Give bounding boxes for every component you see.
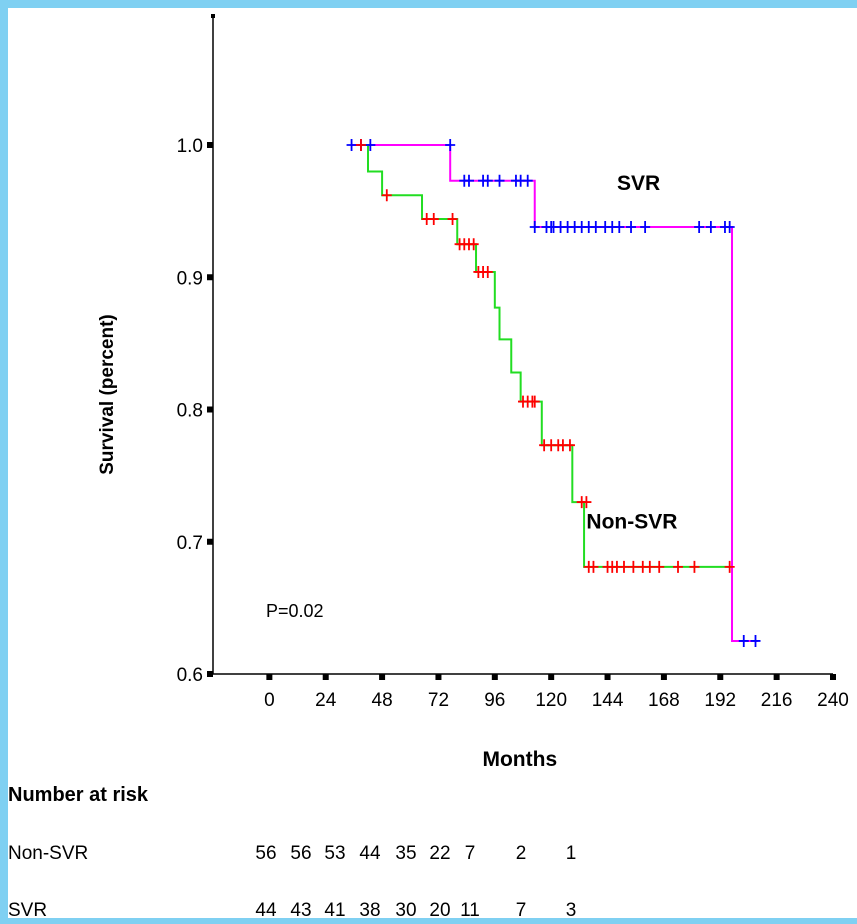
- p-value-annotation: P=0.02: [266, 601, 324, 621]
- censor-mark-0: [724, 220, 735, 233]
- censor-mark-0: [365, 139, 376, 151]
- x-tick-label: 48: [372, 690, 393, 711]
- risk-value: 43: [290, 900, 312, 921]
- series-label-non-svr: Non-SVR: [586, 511, 677, 534]
- x-tick-label: 96: [484, 690, 505, 711]
- y-tick-label: 0.8: [177, 401, 203, 422]
- x-tick: [773, 674, 780, 680]
- x-tick: [322, 674, 329, 680]
- censor-mark-1: [447, 213, 458, 226]
- survival-curve-1: [358, 144, 733, 568]
- risk-value: 35: [395, 843, 417, 864]
- x-tick-label: 24: [315, 690, 337, 711]
- censor-mark-0: [445, 139, 456, 151]
- censor-mark-0: [705, 220, 716, 233]
- censor-mark-1: [654, 560, 665, 573]
- censor-mark-1: [618, 560, 629, 573]
- censor-mark-1: [381, 189, 392, 202]
- risk-table-header: Number at risk: [8, 784, 149, 806]
- x-tick: [491, 674, 498, 680]
- censor-mark-0: [640, 220, 651, 233]
- x-tick-label: 120: [535, 690, 567, 711]
- risk-value: 41: [324, 900, 346, 921]
- risk-value: 56: [255, 843, 277, 864]
- censor-mark-0: [614, 220, 625, 233]
- y-axis-label: Survival (percent): [97, 314, 118, 475]
- censor-mark-1: [355, 139, 366, 151]
- risk-value: 1: [565, 843, 577, 864]
- y-tick-label: 0.9: [177, 268, 203, 289]
- censor-mark-1: [724, 560, 735, 573]
- x-tick-label: 216: [761, 690, 793, 711]
- risk-value: 7: [464, 843, 476, 864]
- x-tick: [379, 674, 386, 680]
- chart-frame: 0.6 0.7 0.8 0.9 1.0 0 24 48 72 96 120 144 168 192 216 2…: [8, 8, 857, 921]
- censor-mark-1: [673, 560, 683, 573]
- risk-value: 44: [359, 843, 381, 864]
- risk-value: 11: [460, 900, 480, 921]
- x-tick-label: 168: [648, 690, 680, 711]
- risk-row-label: SVR: [8, 900, 48, 921]
- y-tick-label: 1.0: [177, 136, 203, 157]
- censor-mark-0: [750, 634, 761, 647]
- x-tick-label: 72: [428, 690, 449, 711]
- censor-mark-1: [689, 560, 700, 573]
- risk-value: 2: [515, 843, 527, 864]
- censor-mark-1: [644, 560, 655, 573]
- y-tick: [207, 274, 213, 281]
- censor-mark-0: [494, 174, 505, 187]
- y-tick: [207, 671, 213, 677]
- censor-mark-0: [482, 174, 493, 187]
- x-tick-label: 192: [704, 690, 736, 711]
- x-axis-label: Months: [482, 748, 557, 771]
- x-tick: [717, 674, 724, 680]
- y-tick-label: 0.7: [177, 533, 203, 554]
- censor-mark-1: [529, 395, 540, 408]
- risk-value: 20: [429, 900, 451, 921]
- censor-mark-0: [738, 634, 749, 647]
- censor-mark-0: [463, 174, 474, 187]
- risk-value: 3: [565, 900, 577, 921]
- censor-mark-0: [529, 220, 540, 233]
- y-axis-top-tick: [211, 14, 215, 18]
- y-tick: [207, 142, 213, 148]
- x-tick-label: 144: [592, 690, 624, 711]
- x-tick: [435, 674, 442, 680]
- censor-mark-1: [482, 265, 493, 278]
- risk-row-svr: SVR 44 43 41 38 30 20 11 7 3: [8, 900, 857, 924]
- censor-mark-1: [468, 238, 479, 251]
- risk-value: 7: [515, 900, 527, 921]
- x-tick: [548, 674, 555, 680]
- censor-mark-0: [694, 220, 705, 233]
- risk-row-label: Non-SVR: [8, 843, 89, 864]
- censor-mark-1: [581, 496, 592, 509]
- x-tick: [830, 674, 836, 680]
- risk-value: 44: [255, 900, 277, 921]
- risk-value: 53: [324, 843, 346, 864]
- censor-mark-0: [626, 220, 637, 233]
- risk-row-non-svr: Non-SVR 56 56 53 44 35 22 7 2 1: [8, 843, 857, 867]
- censor-mark-1: [428, 213, 439, 226]
- risk-value: 38: [359, 900, 381, 921]
- x-tick-label: 240: [817, 690, 849, 711]
- censor-mark-1: [588, 560, 599, 573]
- risk-value: 22: [429, 843, 451, 864]
- risk-value: 56: [290, 843, 312, 864]
- series-label-svr: SVR: [617, 172, 660, 195]
- x-tick: [604, 674, 611, 680]
- survival-chart: 0.6 0.7 0.8 0.9 1.0 0 24 48 72 96 120 144 168 192 216 2…: [97, 14, 849, 771]
- censor-mark-0: [590, 220, 601, 233]
- censor-mark-1: [564, 439, 575, 452]
- y-tick: [207, 406, 213, 413]
- x-tick-label: 0: [264, 690, 275, 711]
- risk-value: 30: [395, 900, 417, 921]
- y-tick-label: 0.6: [177, 665, 203, 686]
- censor-mark-0: [522, 174, 533, 187]
- x-tick: [660, 674, 667, 680]
- censor-mark-0: [346, 139, 357, 151]
- x-tick: [266, 674, 273, 680]
- y-tick: [207, 538, 213, 545]
- censor-mark-1: [628, 560, 639, 573]
